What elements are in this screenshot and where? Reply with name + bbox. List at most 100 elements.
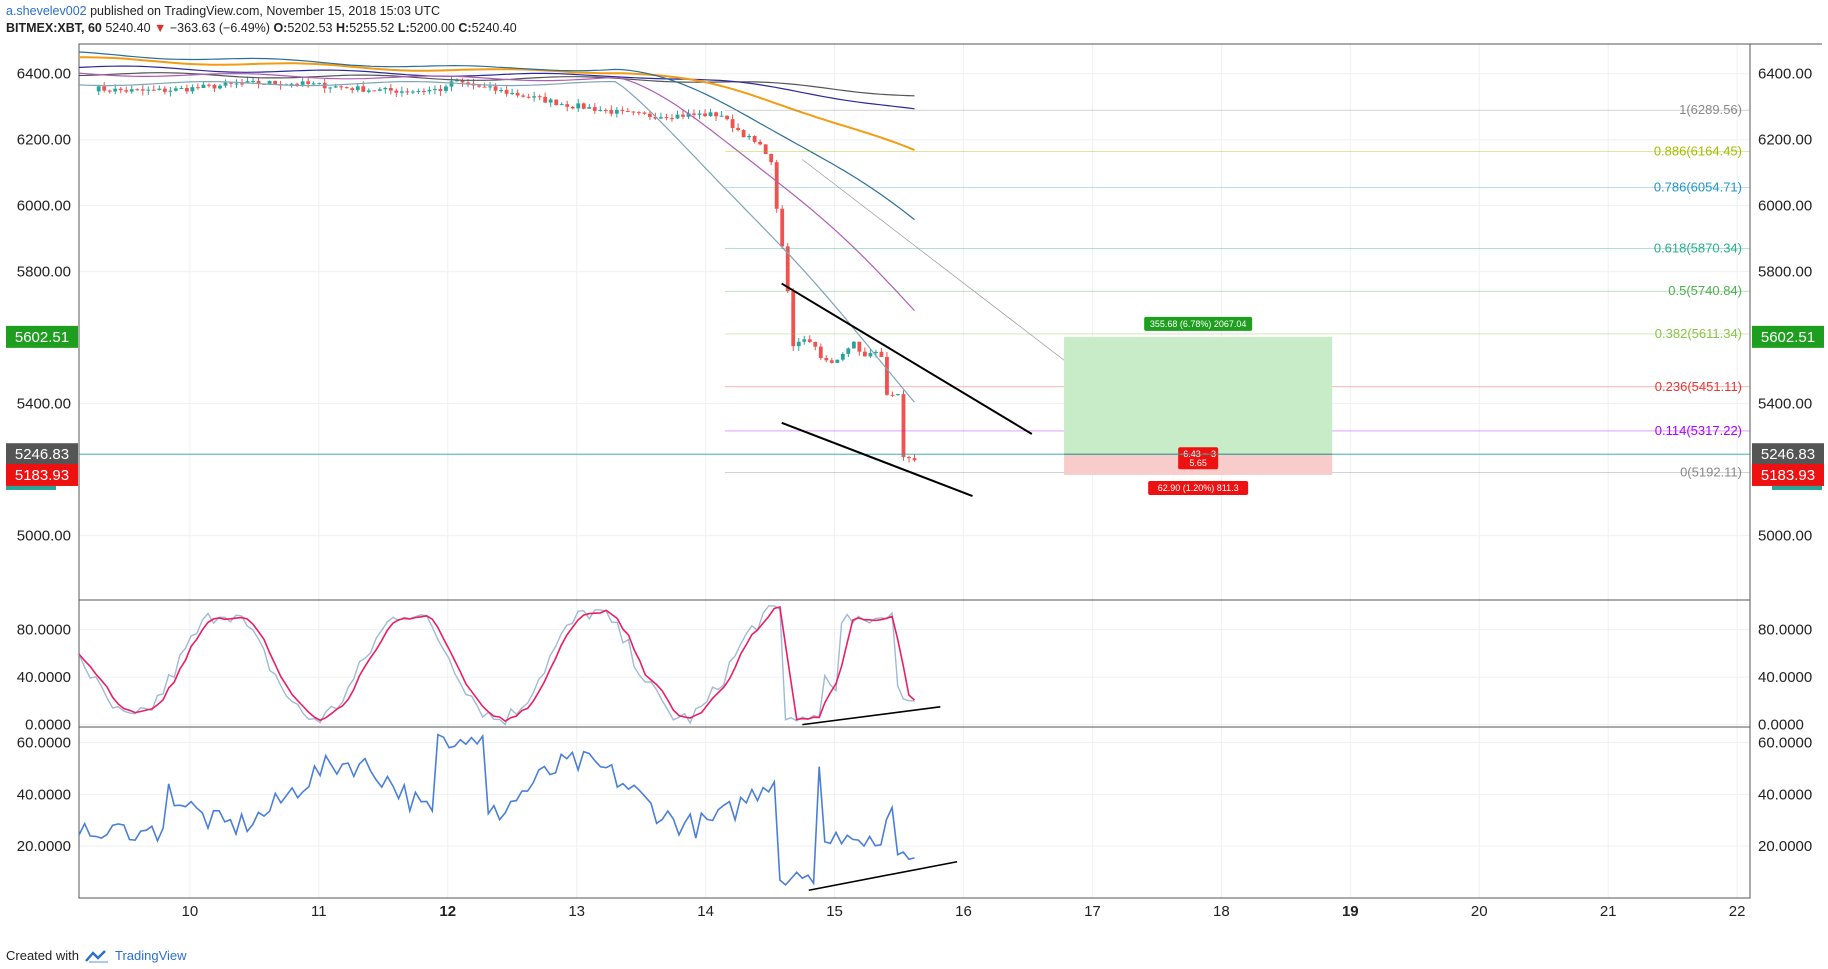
candle-body (515, 92, 520, 96)
price-y-tick-right: 6400.00 (1758, 66, 1812, 83)
last-price: 5240.40 (105, 21, 151, 35)
candle-body (477, 85, 481, 87)
candle-body (438, 89, 443, 91)
candle-body (218, 85, 222, 89)
candle-body (493, 86, 498, 91)
candle-body (207, 84, 211, 86)
wedge-trendline (781, 421, 973, 497)
candle-body (102, 86, 107, 91)
price-y-tick-left: 5000.00 (17, 528, 71, 545)
candle-body (581, 103, 586, 109)
candle-body (653, 116, 658, 119)
candle-body (659, 117, 663, 119)
tradingview-link[interactable]: TradingView (114, 948, 187, 963)
candle-body (879, 351, 884, 357)
moving-average-line (78, 51, 915, 221)
candle-body (868, 353, 873, 357)
grid-lines (79, 44, 1750, 898)
candle-body (444, 86, 448, 91)
chart-canvas[interactable]: 10 11 12 13 14 15 16 17 18 19 20 21 22 5000.00 5000.00… (0, 0, 1828, 940)
fib-level-label: 0.114(5317.22) (1655, 423, 1742, 438)
target-price-tag-bg-right (1752, 325, 1824, 348)
candle-body (774, 162, 779, 209)
candle-body (780, 208, 785, 247)
candle-body (212, 84, 217, 89)
candle-body (146, 89, 151, 91)
candle-body (449, 81, 454, 87)
candle-body (791, 291, 796, 347)
candle-body (559, 104, 564, 106)
candle-body (399, 91, 404, 93)
candle-body (339, 86, 344, 88)
candle-body (840, 353, 845, 360)
price-y-tick-left: 6000.00 (17, 198, 71, 215)
candle-body (168, 90, 173, 92)
candle-body (603, 109, 608, 111)
candle-body (846, 348, 851, 354)
candle-body (692, 113, 696, 115)
candle-body (251, 80, 255, 82)
price-marker-left (6, 485, 56, 490)
candle-body (416, 91, 421, 93)
symbol-label[interactable]: BITMEX:XBT, 60 (6, 21, 102, 35)
candle-body (598, 109, 603, 111)
candle-body (107, 90, 112, 92)
candle-body (355, 86, 360, 91)
price-y-tick-left: 6400.00 (17, 66, 71, 83)
fib-level-label: 0.382(5611.34) (1655, 326, 1742, 341)
stop-price-tag-bg-right (1752, 463, 1824, 486)
stop-price-tag-bg-left (6, 463, 78, 486)
candle-body (245, 81, 250, 84)
candle-body (851, 341, 856, 349)
candle-body (896, 394, 900, 396)
candle-body (576, 103, 581, 109)
candle-body (532, 96, 537, 98)
candle-body (394, 90, 399, 93)
open-value: 5202.53 (287, 21, 333, 35)
candle-body (383, 87, 388, 90)
candle-body (184, 88, 189, 92)
down-arrow-icon: ▼ (154, 21, 167, 35)
publish-line: a.shevelev002 published on TradingView.c… (6, 3, 517, 20)
candle-body (405, 91, 410, 93)
candle-body (730, 119, 735, 129)
stochastic-divergence-line (802, 706, 941, 726)
candle-body (686, 113, 691, 117)
candle-body (664, 117, 669, 119)
candle-body (410, 91, 415, 93)
stoch-y-tick-left: 40.0000 (17, 669, 71, 686)
chart-header: a.shevelev002 published on TradingView.c… (6, 3, 517, 37)
chart-frame (78, 43, 1751, 899)
candle-body (256, 80, 261, 84)
candle-body (609, 110, 614, 114)
candle-body (565, 104, 570, 107)
candle-body (240, 83, 244, 85)
candle-body (835, 359, 840, 363)
candle-body (719, 115, 724, 117)
candle-body (521, 95, 526, 97)
candles (96, 76, 917, 463)
candle-body (488, 86, 492, 88)
candle-body (388, 87, 393, 91)
price-y-tick-left: 5400.00 (17, 396, 71, 413)
rsi-divergence-line (808, 860, 958, 892)
price-marker-right (1772, 485, 1822, 490)
candle-body (554, 99, 559, 106)
fib-level-label: 0(5192.11) (1680, 464, 1742, 479)
candle-body (901, 394, 906, 458)
candle-body (201, 84, 206, 88)
position-profit-text: 355.68 (6.78%) 2067.04 (1150, 319, 1247, 329)
fib-level-label: 0.5(5740.84) (1668, 283, 1742, 298)
position-profit-badge (1144, 316, 1253, 331)
candle-body (620, 109, 625, 111)
x-tick-label: 22 (1729, 903, 1746, 920)
stoch-y-tick-right: 0.0000 (1758, 717, 1804, 734)
author-link[interactable]: a.shevelev002 (6, 4, 87, 18)
moving-average-line (78, 72, 915, 312)
wedge-trendline (781, 282, 1033, 435)
footer: Created with TradingView (6, 948, 187, 963)
rsi-y-tick-right: 40.0000 (1758, 786, 1812, 803)
candle-body (752, 135, 757, 142)
candle-body (229, 82, 233, 84)
stochastic-d-line (78, 606, 916, 723)
